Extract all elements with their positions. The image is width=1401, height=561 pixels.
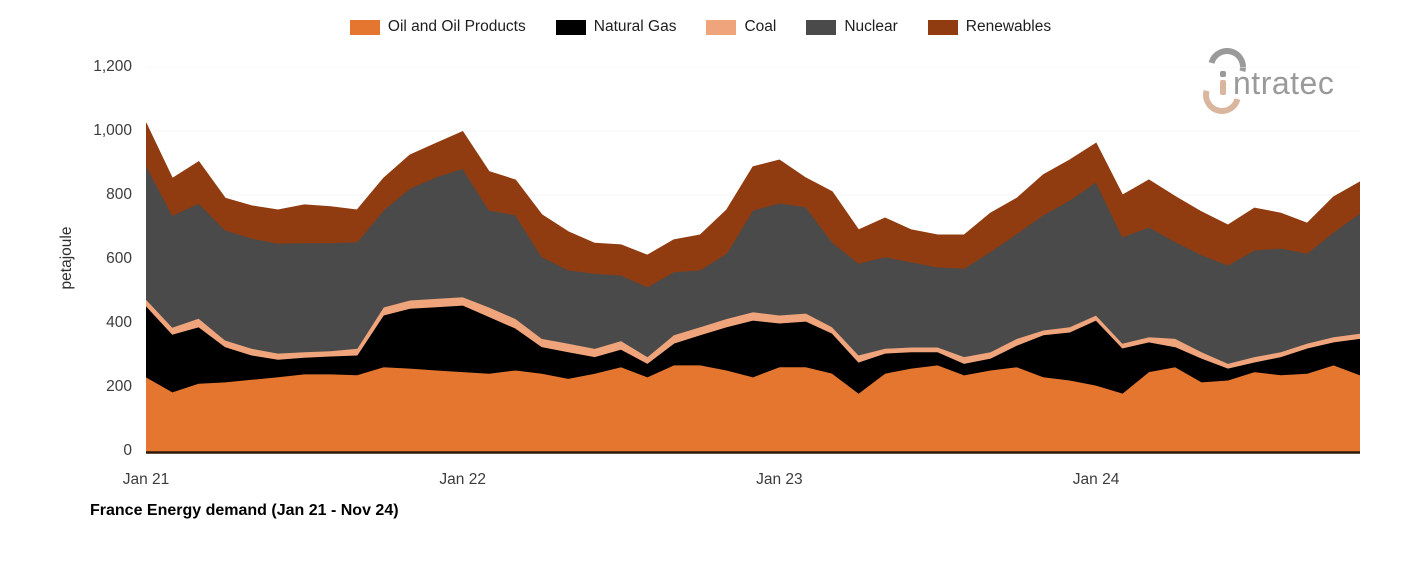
x-tick-label: Jan 24	[1072, 471, 1120, 488]
legend-item-nuclear[interactable]: Nuclear	[806, 18, 898, 36]
y-tick-label: 0	[123, 442, 132, 459]
y-tick-label: 1,000	[93, 122, 132, 139]
area-band-renewables	[146, 122, 1360, 288]
legend-item-natural-gas[interactable]: Natural Gas	[555, 18, 677, 36]
y-tick-label: 200	[106, 378, 132, 395]
legend-label: Natural Gas	[593, 18, 677, 35]
legend-item-renewables[interactable]: Renewables	[927, 18, 1052, 36]
logo-text: ntratec	[1233, 65, 1335, 101]
legend-item-oil-and-oil-products[interactable]: Oil and Oil Products	[349, 18, 526, 36]
legend-label: Renewables	[965, 18, 1052, 35]
chart-legend: Oil and Oil Products Natural Gas Coal Nucle…	[0, 18, 1401, 36]
chart-caption: France Energy demand (Jan 21 - Nov 24)	[90, 502, 399, 519]
legend-label: Nuclear	[844, 18, 898, 35]
legend-swatch-icon	[555, 19, 586, 35]
y-tick-label: 1,200	[93, 58, 132, 75]
area-band-oil-and-oil-products	[146, 364, 1360, 452]
legend-swatch-icon	[806, 19, 837, 35]
x-tick-label: Jan 21	[122, 471, 170, 488]
y-tick-label: 800	[106, 186, 132, 203]
logo-i-stem-icon	[1220, 80, 1226, 95]
legend-swatch-icon	[706, 19, 737, 35]
stacked-area-plot	[146, 67, 1360, 454]
intratec-logo: ntratec	[1196, 41, 1372, 121]
x-tick-label: Jan 23	[756, 471, 803, 488]
logo-i-dot-icon	[1220, 71, 1226, 77]
legend-label: Oil and Oil Products	[387, 18, 526, 35]
legend-item-coal[interactable]: Coal	[706, 18, 776, 36]
legend-swatch-icon	[349, 19, 380, 35]
y-tick-label: 600	[106, 250, 132, 267]
legend-swatch-icon	[927, 19, 958, 35]
x-tick-label: Jan 22	[439, 471, 486, 488]
legend-label: Coal	[744, 18, 777, 35]
y-tick-label: 400	[106, 314, 132, 331]
